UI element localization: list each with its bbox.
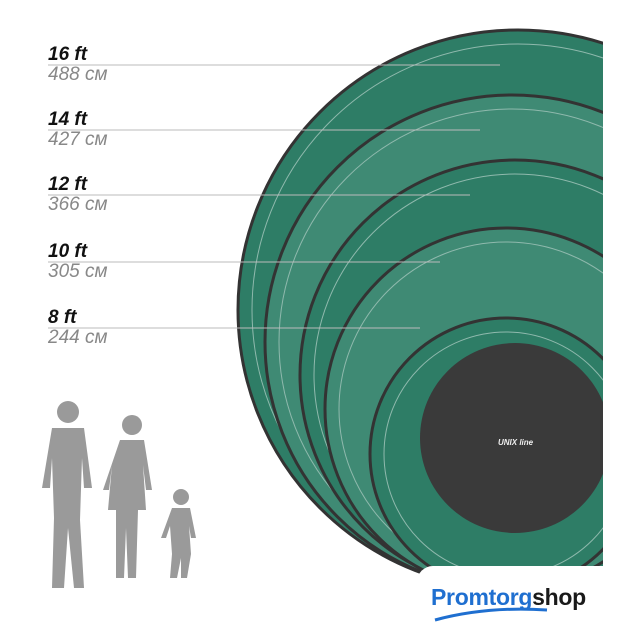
size-label: 12 ft 366 см — [48, 175, 108, 215]
people-silhouettes — [42, 401, 196, 588]
size-cm: 488 см — [48, 64, 108, 85]
logo-part2: shop — [532, 584, 586, 610]
size-cm: 427 см — [48, 129, 108, 150]
size-feet: 14 ft — [48, 109, 88, 130]
size-label: 16 ft 488 см — [48, 45, 108, 85]
size-cm: 305 см — [48, 261, 108, 282]
size-label: 8 ft 244 см — [48, 308, 108, 348]
logo-part1: Promtorg — [431, 584, 533, 610]
promtorgshop-logo[interactable]: Promtorgshop — [417, 566, 623, 640]
size-label: 10 ft 305 см — [48, 242, 108, 282]
size-feet: 12 ft — [48, 174, 88, 195]
mat-brand-logo: UNIX line — [498, 438, 534, 447]
size-label: 14 ft 427 см — [48, 110, 108, 150]
size-cm: 366 см — [48, 194, 108, 215]
size-feet: 16 ft — [48, 44, 88, 65]
size-cm: 244 см — [48, 327, 108, 348]
size-feet: 8 ft — [48, 307, 77, 328]
size-feet: 10 ft — [48, 241, 88, 262]
jumping-mat — [420, 343, 603, 533]
